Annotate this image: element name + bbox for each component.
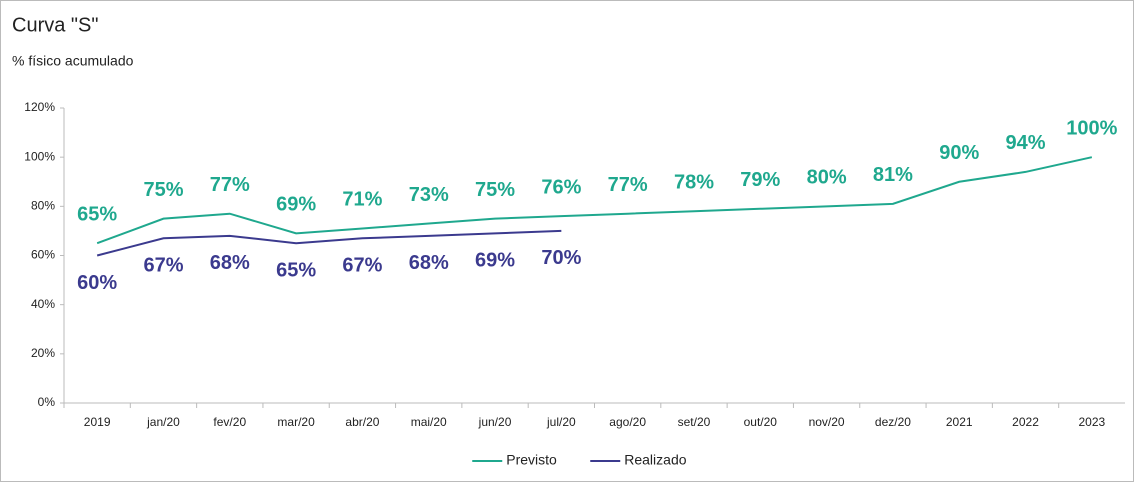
data-label: 77% <box>210 174 250 196</box>
data-label: 75% <box>475 179 515 201</box>
y-tick-label: 120% <box>24 100 55 114</box>
data-label: 65% <box>276 259 316 281</box>
y-tick-label: 80% <box>31 199 55 213</box>
data-label: 69% <box>276 194 316 216</box>
data-label: 94% <box>1006 132 1046 154</box>
data-label: 67% <box>143 255 183 277</box>
data-label: 81% <box>873 164 913 186</box>
y-tick-label: 40% <box>31 297 55 311</box>
data-label: 77% <box>608 174 648 196</box>
x-tick-label: mar/20 <box>277 415 315 429</box>
legend-label: Previsto <box>506 452 557 468</box>
y-tick-label: 20% <box>31 346 55 360</box>
data-label: 71% <box>342 189 382 211</box>
x-tick-label: jan/20 <box>146 415 180 429</box>
data-label: 69% <box>475 250 515 272</box>
data-label: 68% <box>409 252 449 274</box>
data-label: 70% <box>541 247 581 269</box>
data-label: 75% <box>143 179 183 201</box>
x-tick-label: out/20 <box>744 415 778 429</box>
chart-subtitle: % físico acumulado <box>12 53 134 69</box>
data-label: 79% <box>740 169 780 191</box>
legend-label: Realizado <box>624 452 686 468</box>
y-tick-label: 0% <box>38 395 56 409</box>
x-tick-label: fev/20 <box>213 415 246 429</box>
x-tick-label: 2023 <box>1078 415 1105 429</box>
series-line <box>96 156 1093 245</box>
x-tick-label: 2021 <box>946 415 973 429</box>
x-tick-label: nov/20 <box>809 415 845 429</box>
y-tick-label: 60% <box>31 248 55 262</box>
series-line <box>96 229 562 257</box>
x-tick-label: set/20 <box>678 415 711 429</box>
data-label: 80% <box>807 167 847 189</box>
x-tick-label: ago/20 <box>609 415 646 429</box>
data-label: 76% <box>541 176 581 198</box>
data-label: 100% <box>1066 117 1117 139</box>
data-label: 67% <box>342 255 382 277</box>
x-tick-label: mai/20 <box>411 415 447 429</box>
x-tick-label: 2022 <box>1012 415 1039 429</box>
chart-title: Curva "S" <box>12 14 98 36</box>
x-tick-label: 2019 <box>84 415 111 429</box>
data-label: 73% <box>409 184 449 206</box>
data-label: 68% <box>210 252 250 274</box>
x-tick-label: abr/20 <box>345 415 379 429</box>
x-tick-label: dez/20 <box>875 415 911 429</box>
data-label: 65% <box>77 203 117 225</box>
x-tick-label: jun/20 <box>478 415 512 429</box>
data-label: 78% <box>674 172 714 194</box>
data-label: 90% <box>939 142 979 164</box>
data-label: 60% <box>77 272 117 294</box>
y-tick-label: 100% <box>24 149 55 163</box>
x-tick-label: jul/20 <box>546 415 576 429</box>
